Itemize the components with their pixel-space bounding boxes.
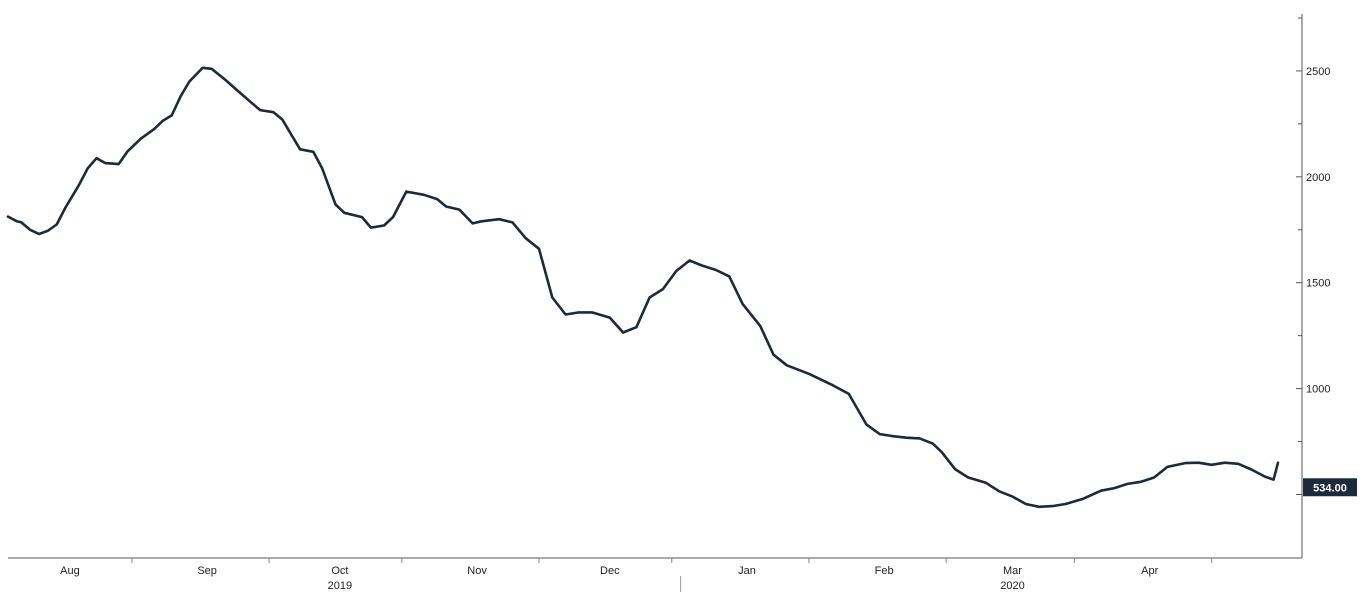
y-tick-label: 1000	[1306, 384, 1330, 396]
x-year-label: 2020	[1000, 580, 1024, 592]
y-axis: 1000 1500 2000 2500	[1296, 14, 1330, 558]
x-tick-label: Sep	[197, 565, 217, 577]
x-tick-label: Oct	[331, 565, 348, 577]
x-tick-label: Feb	[875, 565, 894, 577]
series-line	[6, 66, 1280, 509]
x-tick-label: Apr	[1141, 565, 1158, 577]
last-value-badge: 534.00	[1303, 478, 1357, 497]
y-tick-label: 1500	[1306, 278, 1330, 290]
x-year-label: 2019	[328, 580, 352, 592]
y-tick-label: 2500	[1306, 66, 1330, 78]
y-tick-label: 2000	[1306, 172, 1330, 184]
x-tick-label: Aug	[60, 565, 80, 577]
x-tick-label: Nov	[467, 565, 487, 577]
series-line-group	[6, 66, 1280, 509]
last-value-label: 534.00	[1313, 482, 1347, 494]
x-tick-label: Jan	[738, 565, 756, 577]
x-axis: Aug Sep Oct Nov Dec Jan Feb Mar Apr 2019 2020	[8, 557, 1302, 592]
x-tick-label: Mar	[1003, 565, 1022, 577]
x-tick-label: Dec	[600, 565, 620, 577]
last-value-badge-bg	[1303, 478, 1357, 497]
